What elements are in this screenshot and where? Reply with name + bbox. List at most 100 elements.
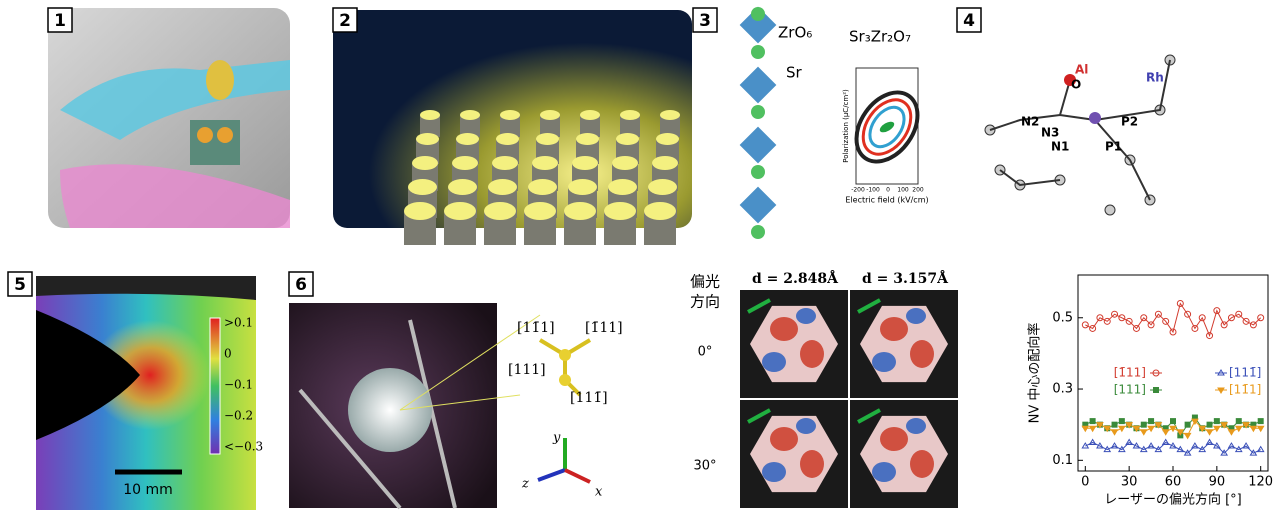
atom xyxy=(559,349,571,361)
y-tick-label: 0.1 xyxy=(1052,453,1073,468)
arrow xyxy=(857,298,881,314)
pillar-top xyxy=(416,133,439,145)
pillar xyxy=(420,115,440,137)
pillar-top xyxy=(616,133,639,145)
point xyxy=(1147,442,1155,449)
pillar-top xyxy=(604,202,636,220)
point xyxy=(1118,314,1126,322)
x-axis-label: レーザーの偏光方向 [°] xyxy=(1104,492,1242,508)
point xyxy=(1089,324,1097,332)
pillar-top xyxy=(452,156,478,170)
x-tick-label: 0 xyxy=(1081,475,1089,490)
loop xyxy=(861,98,913,156)
point xyxy=(1169,328,1177,336)
label-box xyxy=(692,7,718,33)
point xyxy=(1220,422,1229,429)
point xyxy=(1096,422,1104,429)
point xyxy=(1220,321,1228,329)
row-label: 30° xyxy=(693,459,716,474)
point xyxy=(1176,300,1184,308)
point xyxy=(1256,445,1265,453)
hotspot xyxy=(90,320,210,430)
point xyxy=(1147,425,1155,433)
point xyxy=(1161,438,1170,445)
legend-marker xyxy=(1217,387,1225,394)
pointer xyxy=(399,314,541,411)
robot-eye xyxy=(197,127,213,143)
direction-label: [1̄11] xyxy=(585,320,623,336)
column-header: d = 3.157Å xyxy=(862,269,949,287)
arrow xyxy=(747,408,771,424)
point xyxy=(1198,445,1207,453)
pillar-top xyxy=(652,156,678,170)
x-tick-label: 30 xyxy=(1121,475,1138,490)
point xyxy=(1242,422,1250,429)
label-box xyxy=(47,7,73,33)
point xyxy=(1169,442,1177,449)
colorbar-labels: >0.1 0 −0.1 −0.2 <−0.3 xyxy=(224,316,263,454)
legend-marker xyxy=(1152,369,1160,377)
point xyxy=(1147,321,1155,329)
point xyxy=(1176,445,1185,453)
point xyxy=(1227,442,1236,449)
tweezer xyxy=(298,388,402,510)
atom-label: Rh xyxy=(1146,71,1164,85)
point xyxy=(1220,449,1229,456)
pillar-top xyxy=(460,110,480,120)
y-tick-label: 0.3 xyxy=(1052,382,1073,397)
blob xyxy=(800,450,824,478)
atom-label: P1 xyxy=(1105,140,1122,154)
label-box xyxy=(7,271,33,297)
bonds xyxy=(989,59,1171,201)
crystal xyxy=(739,6,777,239)
colorbar-label: >0.1 xyxy=(224,316,253,330)
pillar-top xyxy=(484,202,516,220)
x-tick-label: 0 xyxy=(886,187,890,194)
legend-marker xyxy=(1153,387,1159,393)
sr xyxy=(751,165,765,179)
point xyxy=(1213,418,1220,425)
legend-label: [11̄1] xyxy=(1229,383,1261,397)
point xyxy=(1191,418,1199,426)
arrow xyxy=(747,298,771,314)
point xyxy=(1103,425,1112,433)
point xyxy=(1234,425,1243,433)
octahedron xyxy=(739,6,777,44)
blob xyxy=(770,427,798,451)
pillar-top xyxy=(412,156,438,170)
pillar xyxy=(620,115,640,137)
panel-number: 5 xyxy=(14,275,26,295)
robot-head xyxy=(206,60,234,100)
pillar-top xyxy=(620,110,640,120)
pillar-top xyxy=(528,179,557,195)
point xyxy=(1081,425,1090,433)
x-tick-label: 100 xyxy=(897,187,909,194)
point xyxy=(1184,310,1192,318)
legend-label: [111̄] xyxy=(1229,366,1261,380)
axis-label: Electric field (kV/cm) xyxy=(845,196,928,205)
notch xyxy=(36,310,140,440)
label: Sr xyxy=(786,64,803,82)
blob xyxy=(880,427,908,451)
point xyxy=(1212,425,1221,433)
colorbar-label: −0.1 xyxy=(224,378,253,392)
point xyxy=(1256,425,1265,433)
sr xyxy=(751,105,765,119)
pillar-top xyxy=(404,202,436,220)
point xyxy=(1081,442,1090,449)
pillar-top xyxy=(448,179,477,195)
pillar xyxy=(460,115,480,137)
colorbar xyxy=(209,317,221,455)
pillar-top xyxy=(408,179,437,195)
point xyxy=(1176,429,1185,436)
point xyxy=(1227,429,1236,436)
scale-label: 10 mm xyxy=(123,482,173,498)
point xyxy=(1242,442,1250,449)
blob xyxy=(796,308,816,324)
axis-arrow xyxy=(537,468,566,482)
direction-label: [111] xyxy=(508,362,546,378)
point xyxy=(1198,425,1207,433)
column-header: d = 2.848Å xyxy=(752,269,839,287)
pillar-top xyxy=(524,202,556,220)
